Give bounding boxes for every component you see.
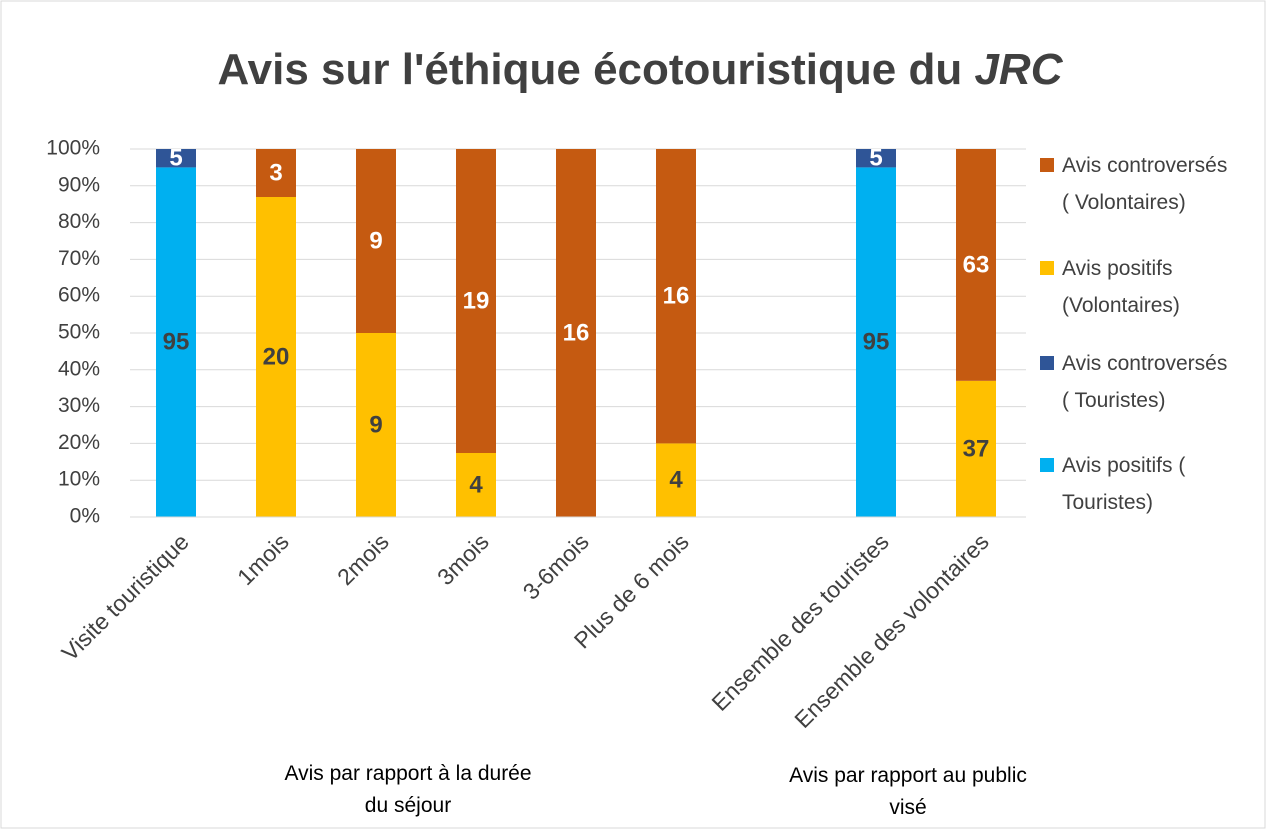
legend-item: Avis controversés ( Touristes) (1040, 345, 1240, 419)
y-tick-label: 90% (58, 173, 100, 196)
bar-segment (856, 149, 896, 168)
data-label: 95 (863, 329, 890, 356)
data-label: 5 (869, 145, 882, 172)
y-tick-label: 30% (58, 394, 100, 417)
data-label: 9 (369, 411, 382, 438)
legend-label: Avis positifs ( Touristes) (1062, 454, 1186, 514)
y-tick-label: 40% (58, 357, 100, 380)
data-label: 16 (663, 283, 690, 310)
legend-item: Avis controversés ( Volontaires) (1040, 147, 1240, 221)
bar-segment (456, 149, 496, 453)
y-tick-label: 10% (58, 468, 100, 491)
data-label: 16 (563, 319, 590, 346)
bar-segment (456, 453, 496, 517)
legend-swatch (1040, 158, 1054, 172)
legend-swatch (1040, 458, 1054, 472)
bar-segment (656, 443, 696, 517)
bar-segment (256, 149, 296, 197)
y-tick-label: 60% (58, 284, 100, 307)
data-label: 5 (169, 145, 182, 172)
data-label: 3 (269, 159, 282, 186)
group-label: Avis par rapport à la durée du séjour (284, 762, 532, 817)
data-label: 63 (963, 251, 990, 278)
data-label: 19 (463, 287, 490, 314)
data-label: 37 (963, 435, 990, 462)
title-text: Avis sur l'éthique écotouristique du (218, 45, 963, 94)
bar-segment (156, 167, 196, 517)
bar-segment (356, 149, 396, 333)
y-tick-label: 70% (58, 247, 100, 270)
title-emphasis: JRC (974, 45, 1063, 94)
legend-label: Avis controversés ( Volontaires) (1062, 154, 1228, 214)
data-label: 9 (369, 227, 382, 254)
chart-title: Avis sur l'éthique écotouristique du JRC (218, 45, 1064, 94)
legend-item: Avis positifs (Volontaires) (1040, 250, 1240, 324)
y-tick-label: 20% (58, 431, 100, 454)
bar-segment (956, 380, 996, 517)
y-tick-label: 0% (70, 505, 100, 528)
bar-segment (656, 149, 696, 444)
data-label: 4 (669, 467, 683, 494)
legend-swatch (1040, 356, 1054, 370)
bar-segment (556, 149, 596, 517)
legend-swatch (1040, 261, 1054, 275)
group-label: Avis par rapport au public visé (789, 764, 1027, 819)
y-tick-label: 80% (58, 210, 100, 233)
data-label: 4 (469, 471, 483, 498)
bar-segment (956, 149, 996, 381)
legend-item: Avis positifs ( Touristes) (1040, 447, 1240, 521)
bar-segment (256, 197, 296, 517)
legend-label: Avis controversés ( Touristes) (1062, 352, 1228, 412)
legend-label: Avis positifs (Volontaires) (1062, 257, 1180, 317)
y-tick-label: 50% (58, 321, 100, 344)
bar-segment (856, 167, 896, 517)
data-label: 95 (163, 329, 190, 356)
data-label: 20 (263, 343, 290, 370)
bar-segment (156, 149, 196, 168)
y-tick-label: 100% (46, 137, 100, 160)
bar-segment (356, 333, 396, 517)
